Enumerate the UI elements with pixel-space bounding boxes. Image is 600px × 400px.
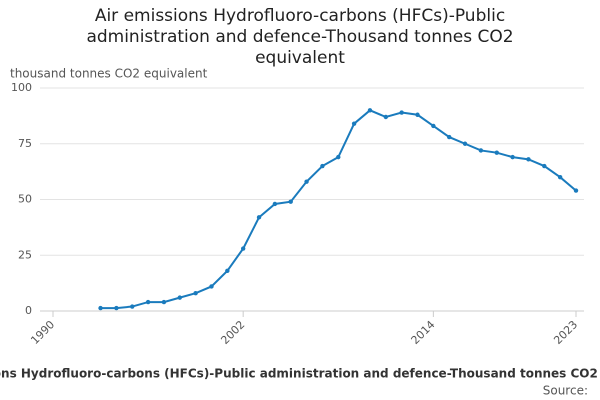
x-tick-label: 2002	[218, 318, 247, 347]
source-label: Source:	[543, 384, 588, 398]
point	[193, 290, 198, 296]
point	[98, 305, 103, 311]
point	[573, 188, 579, 193]
point	[240, 246, 246, 251]
point	[336, 154, 341, 160]
point	[145, 299, 151, 305]
point	[542, 163, 547, 169]
point	[383, 114, 389, 120]
point	[447, 134, 452, 140]
point	[256, 215, 262, 220]
point	[225, 268, 230, 274]
x-tick-label: 2014	[409, 318, 438, 347]
point	[130, 304, 135, 309]
point	[288, 199, 293, 204]
y-axis-label: thousand tonnes CO2 equivalent	[10, 67, 208, 81]
point	[526, 157, 531, 162]
footer-title: Air emissions Hydrofluoro-carbons (HFCs)…	[0, 367, 600, 381]
point	[209, 284, 214, 289]
point	[114, 305, 119, 311]
point	[557, 175, 563, 180]
chart-title: Air emissions Hydrofluoro-carbons (HFCs)…	[86, 6, 514, 68]
point	[399, 110, 404, 115]
line	[100, 109, 577, 310]
y-tick-label: 25	[18, 248, 32, 261]
point	[161, 299, 167, 305]
point	[177, 295, 182, 300]
point	[320, 163, 325, 169]
point	[304, 179, 309, 184]
y-tick-label: 50	[18, 193, 32, 206]
y-tick-label: 0	[25, 304, 32, 317]
point	[367, 108, 373, 113]
point	[272, 201, 278, 207]
x-tick-label: 1990	[28, 318, 57, 347]
point	[478, 148, 484, 153]
y-tick-label: 75	[18, 137, 32, 150]
point	[431, 123, 436, 129]
point	[462, 141, 468, 146]
point	[510, 154, 515, 160]
point	[351, 121, 357, 126]
point	[415, 112, 420, 117]
y-tick-label: 100	[11, 81, 32, 94]
x-tick-label: 2023	[551, 318, 580, 347]
point	[494, 150, 499, 155]
